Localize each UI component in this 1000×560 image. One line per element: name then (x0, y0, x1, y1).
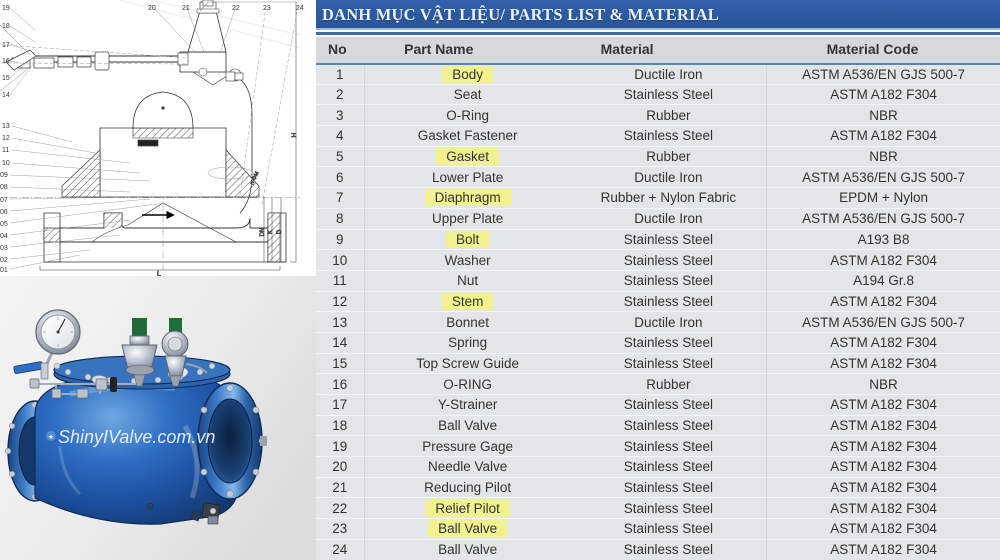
svg-text:12: 12 (2, 135, 10, 142)
svg-text:10: 10 (2, 160, 10, 167)
svg-text:20: 20 (148, 5, 156, 12)
svg-text:16: 16 (2, 58, 10, 65)
svg-text:24: 24 (296, 5, 304, 12)
svg-text:06: 06 (0, 209, 8, 216)
svg-text:05: 05 (0, 221, 8, 228)
svg-text:n-ΦM: n-ΦM (249, 170, 260, 185)
svg-text:23: 23 (263, 5, 271, 12)
svg-text:K: K (268, 230, 274, 234)
svg-text:13: 13 (2, 123, 10, 130)
svg-text:18: 18 (2, 23, 10, 30)
svg-text:09: 09 (0, 172, 8, 179)
svg-text:04: 04 (0, 233, 8, 240)
svg-text:07: 07 (0, 197, 8, 204)
svg-text:H: H (291, 132, 298, 137)
svg-text:14: 14 (2, 92, 10, 99)
svg-text:19: 19 (2, 5, 10, 12)
svg-text:★: ★ (48, 433, 54, 441)
svg-text:08: 08 (0, 184, 8, 191)
svg-text:D: D (277, 229, 283, 234)
svg-text:DN: DN (260, 228, 266, 237)
svg-text:01: 01 (0, 267, 8, 274)
svg-text:11: 11 (2, 147, 9, 154)
svg-text:17: 17 (2, 42, 10, 49)
svg-text:02: 02 (0, 257, 8, 264)
svg-text:03: 03 (0, 245, 8, 252)
svg-text:15: 15 (2, 75, 10, 82)
svg-text:ShinyIValve.com.vn: ShinyIValve.com.vn (58, 427, 215, 447)
